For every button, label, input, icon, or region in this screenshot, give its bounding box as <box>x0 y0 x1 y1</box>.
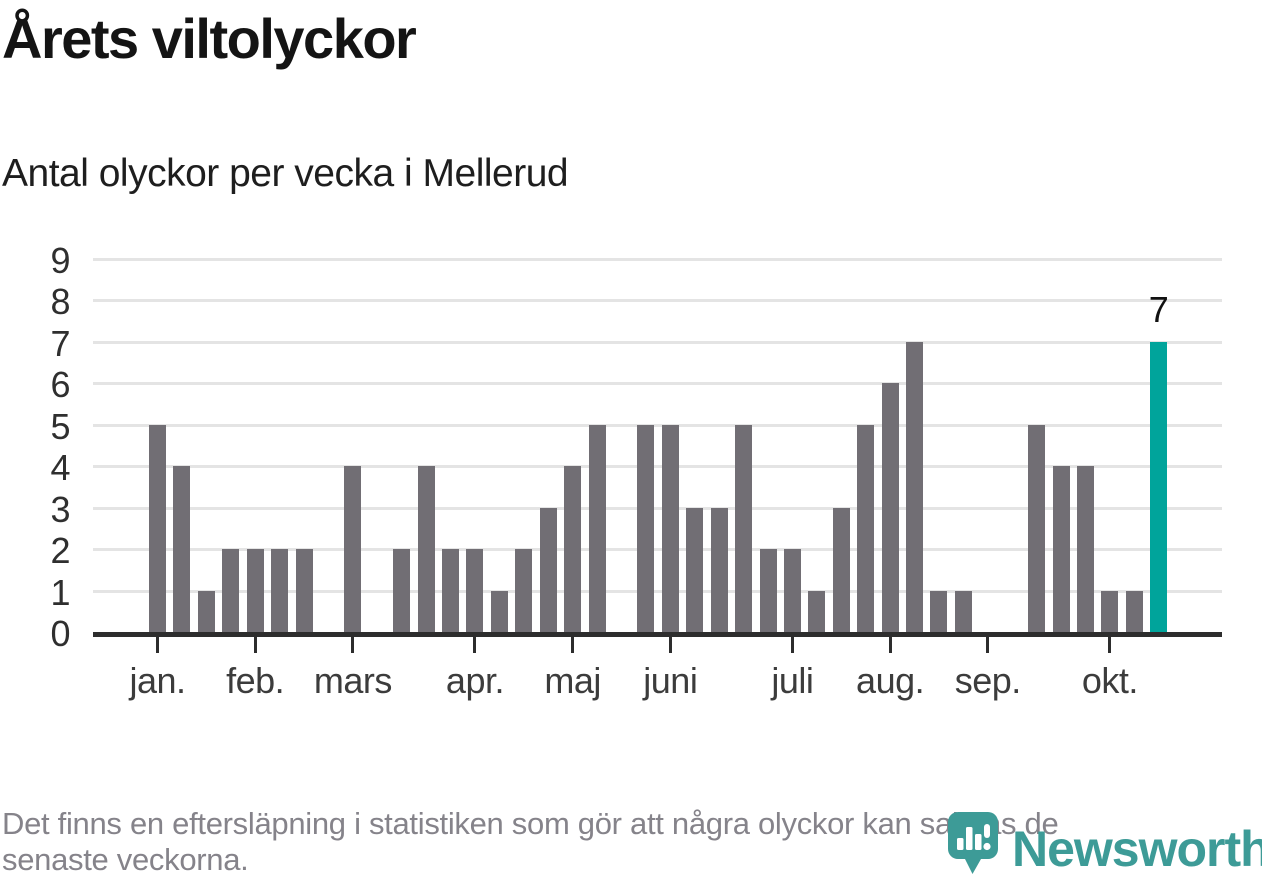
gridline-y-9 <box>93 257 1222 261</box>
bar-week <box>564 466 582 632</box>
x-axis-label: aug. <box>856 660 925 701</box>
gridline-y-8 <box>93 299 1222 302</box>
bar-week <box>515 549 533 632</box>
bar-week <box>197 590 215 632</box>
footnote-line: senaste veckorna. <box>2 842 249 877</box>
x-axis-tick <box>1108 637 1112 653</box>
bar-week <box>466 549 484 632</box>
x-axis-tick <box>473 637 477 653</box>
x-axis-label: juli <box>771 660 814 701</box>
bar-week <box>490 590 508 632</box>
bar-week <box>857 424 875 632</box>
x-axis-label: juni <box>643 660 698 701</box>
highlight-value-label: 7 <box>1148 288 1169 330</box>
x-axis-label: jan. <box>129 660 186 701</box>
chart-footnote: Det finns en eftersläpning i statistiken… <box>2 806 1059 878</box>
x-axis-tick <box>668 637 672 653</box>
bar-week <box>1076 466 1094 632</box>
logo-bar-short <box>957 838 964 850</box>
logo-exclamation-dot <box>983 842 991 851</box>
y-axis-label: 3 <box>50 488 70 530</box>
bar-week <box>295 549 313 632</box>
bar-week <box>539 507 557 632</box>
bar-week <box>271 549 289 632</box>
y-axis-label: 5 <box>50 405 70 447</box>
bar-week <box>661 424 679 632</box>
gridline-y-1 <box>93 589 1222 593</box>
bar-week <box>808 590 826 632</box>
bar-week <box>588 424 606 632</box>
bar-week <box>1028 424 1046 632</box>
x-axis-tick <box>790 637 794 653</box>
gridline-y-3 <box>93 506 1222 510</box>
y-axis-label: 6 <box>50 364 70 405</box>
newsworthy-pin-icon <box>948 812 998 874</box>
bar-week <box>954 590 972 632</box>
bar-week <box>1052 466 1070 632</box>
y-axis-label: 7 <box>50 322 70 364</box>
logo-bar-medium <box>975 834 982 850</box>
y-axis-label: 0 <box>50 613 70 654</box>
bar-week <box>637 424 655 632</box>
x-axis-label: feb. <box>226 660 285 701</box>
bar-week <box>344 466 362 632</box>
bar-week <box>686 507 704 632</box>
logo-wordmark: Newsworthy <box>1012 821 1262 877</box>
x-axis-tick <box>156 637 159 653</box>
bar-week <box>881 383 899 632</box>
logo-bar-tall <box>966 827 973 850</box>
bar-week <box>417 466 435 632</box>
x-axis-tick <box>986 637 990 653</box>
gridline-y-7 <box>93 340 1222 344</box>
y-axis-label: 9 <box>50 239 70 281</box>
bar-week <box>710 507 728 632</box>
x-axis-label: okt. <box>1081 660 1139 701</box>
bar-week <box>759 549 777 632</box>
gridline-y-5 <box>93 423 1222 427</box>
newsworthy-logo: Newsworthy <box>948 812 1262 876</box>
bar-week <box>222 549 240 632</box>
x-axis-line <box>93 632 1222 637</box>
x-axis-tick <box>253 637 257 653</box>
x-axis-label: sep. <box>954 660 1022 701</box>
bar-week <box>832 507 850 632</box>
x-axis-tick <box>888 637 892 653</box>
gridline-y-2 <box>93 548 1222 551</box>
y-axis-label: 8 <box>50 281 70 322</box>
x-axis-label: maj <box>544 660 601 701</box>
bar-week <box>735 424 753 632</box>
y-axis-label: 1 <box>50 571 70 613</box>
bar-week <box>173 466 191 632</box>
bar-week <box>1125 590 1143 632</box>
bar-week <box>783 549 801 632</box>
bar-week <box>149 424 166 632</box>
x-axis-tick <box>571 637 575 653</box>
bar-week <box>1101 590 1119 632</box>
logo-exclamation-stroke <box>984 824 990 838</box>
bar-week <box>246 549 264 632</box>
gridline-y-6 <box>93 382 1222 385</box>
bar-week <box>393 549 411 632</box>
bar-week <box>906 341 924 632</box>
bar-week <box>930 590 948 632</box>
page-title: Årets viltolyckor <box>2 7 417 70</box>
footnote-line: Det finns en eftersläpning i statistiken… <box>2 806 1059 841</box>
x-axis-tick <box>351 637 355 653</box>
gridline-y-4 <box>93 465 1222 468</box>
x-axis-label: mars <box>313 660 393 701</box>
x-axis-label: apr. <box>445 660 505 701</box>
bar-week <box>442 549 460 632</box>
chart-subtitle: Antal olyckor per vecka i Mellerud <box>2 152 569 195</box>
bar-week-highlighted <box>1150 341 1168 632</box>
y-axis-label: 4 <box>50 447 70 488</box>
y-axis-label: 2 <box>50 530 70 571</box>
